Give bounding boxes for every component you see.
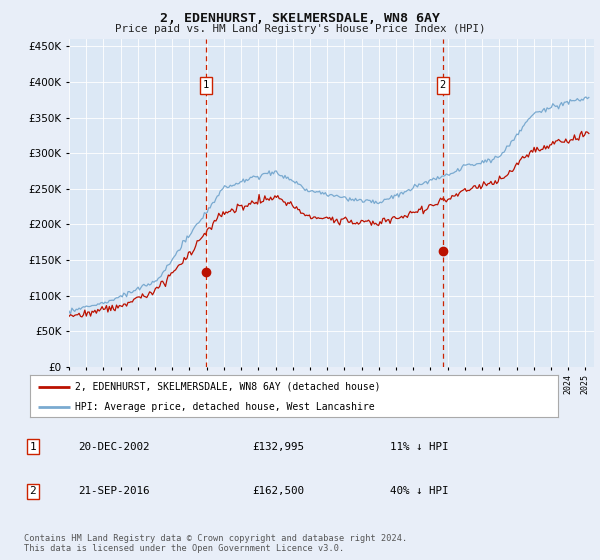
Text: 2, EDENHURST, SKELMERSDALE, WN8 6AY (detached house): 2, EDENHURST, SKELMERSDALE, WN8 6AY (det… [75, 382, 380, 392]
Text: Contains HM Land Registry data © Crown copyright and database right 2024.
This d: Contains HM Land Registry data © Crown c… [24, 534, 407, 553]
Text: 21-SEP-2016: 21-SEP-2016 [78, 487, 149, 496]
Text: £162,500: £162,500 [252, 487, 304, 496]
Text: 2: 2 [440, 81, 446, 91]
Text: Price paid vs. HM Land Registry's House Price Index (HPI): Price paid vs. HM Land Registry's House … [115, 24, 485, 34]
Text: 2: 2 [29, 487, 37, 496]
Text: 1: 1 [203, 81, 209, 91]
Text: 20-DEC-2002: 20-DEC-2002 [78, 442, 149, 451]
Text: £132,995: £132,995 [252, 442, 304, 451]
Text: 1: 1 [29, 442, 37, 451]
Text: 11% ↓ HPI: 11% ↓ HPI [390, 442, 449, 451]
Text: 2, EDENHURST, SKELMERSDALE, WN8 6AY: 2, EDENHURST, SKELMERSDALE, WN8 6AY [160, 12, 440, 25]
Text: HPI: Average price, detached house, West Lancashire: HPI: Average price, detached house, West… [75, 402, 374, 412]
Text: 40% ↓ HPI: 40% ↓ HPI [390, 487, 449, 496]
